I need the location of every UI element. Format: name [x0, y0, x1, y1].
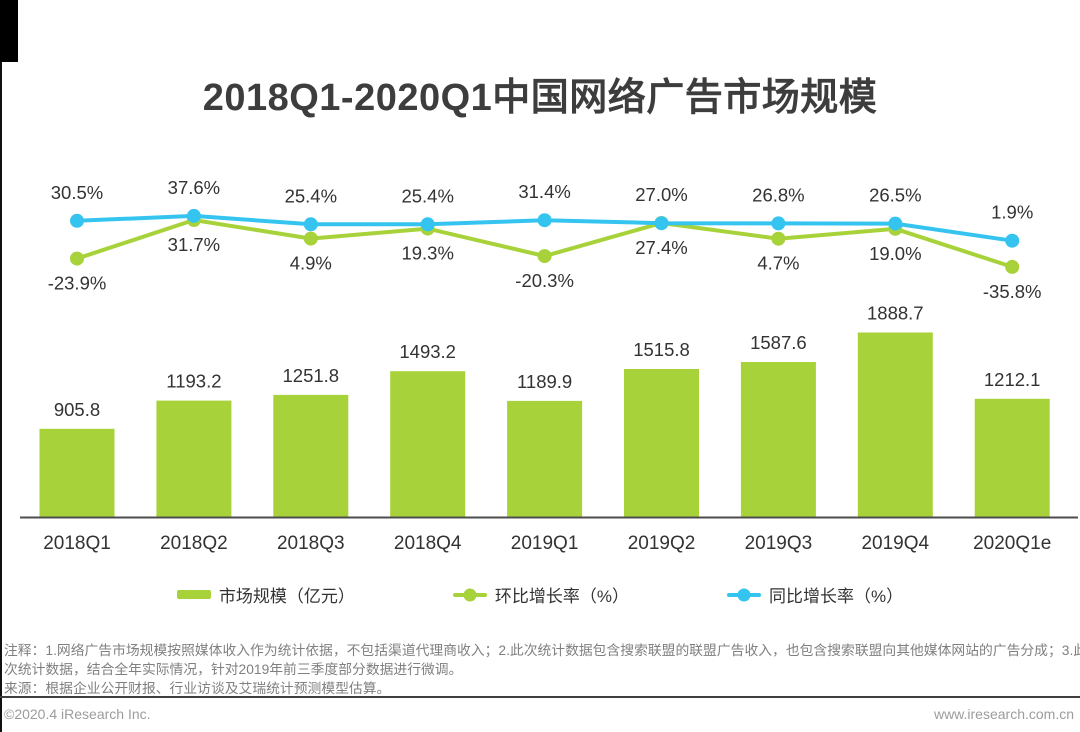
yoy-percent-label: 1.9%: [991, 202, 1033, 223]
bar: [507, 400, 583, 518]
x-axis-label: 2019Q1: [511, 533, 579, 554]
bar: [624, 369, 699, 518]
yoy-data-point-dot: [537, 213, 552, 228]
chart-title: 2018Q1-2020Q1中国网络广告市场规模: [202, 77, 878, 119]
qoq-percent-label: 31.7%: [168, 234, 220, 255]
x-axis-label: 2019Q2: [628, 533, 696, 554]
qoq-percent-label: 4.9%: [290, 253, 332, 274]
yoy-percent-label: 37.6%: [168, 177, 220, 198]
yoy-percent-label: 27.0%: [635, 184, 687, 205]
bar-swatch-icon: [176, 590, 211, 599]
qoq-percent-label: -35.8%: [983, 281, 1042, 302]
legend-item-market-size: 市场规模（亿元）: [176, 582, 355, 607]
yoy-data-point-dot: [70, 213, 84, 228]
bar-value-label: 1587.6: [750, 332, 807, 353]
qoq-line-marker-icon: [452, 588, 487, 601]
yoy-data-point-dot: [1005, 233, 1020, 248]
bar-value-label: 905.8: [54, 399, 100, 420]
bar: [273, 394, 349, 518]
qoq-data-point-dot: [1005, 259, 1020, 274]
legend-item-qoq-growth: 环比增长率（%）: [452, 582, 629, 607]
yoy-percent-label: 31.4%: [518, 181, 570, 202]
bar-value-label: 1515.8: [633, 339, 690, 360]
bar: [156, 400, 232, 518]
chart-legend: 市场规模（亿元） 环比增长率（%） 同比增长率（%）: [0, 582, 1080, 607]
bar: [390, 371, 466, 518]
bar-value-label: 1888.7: [867, 303, 924, 324]
qoq-percent-label: 27.4%: [635, 237, 687, 258]
yoy-percent-label: 30.5%: [51, 182, 103, 203]
yoy-data-point-dot: [771, 216, 786, 231]
qoq-percent-label: 19.3%: [401, 243, 453, 264]
legend-label-yoy-growth: 同比增长率（%）: [769, 587, 904, 606]
qoq-data-point-dot: [771, 231, 786, 246]
footer-bar: ©2020.4 iResearch Inc. www.iresearch.com…: [4, 706, 1074, 722]
legend-item-yoy-growth: 同比增长率（%）: [727, 582, 903, 607]
yoy-percent-label: 25.4%: [401, 185, 453, 206]
x-axis-label: 2019Q4: [861, 533, 929, 554]
yoy-dot-icon: [737, 588, 751, 601]
qoq-data-point-dot: [70, 251, 84, 266]
yoy-data-point-dot: [186, 208, 201, 223]
legend-label-market-size: 市场规模（亿元）: [218, 587, 355, 606]
yoy-percent-label: 26.8%: [752, 184, 804, 205]
yoy-line-marker-icon: [727, 588, 761, 601]
yoy-percent-label: 25.4%: [285, 185, 337, 206]
qoq-dot-icon: [463, 588, 477, 601]
x-axis-label: 2018Q2: [160, 533, 228, 554]
x-axis-label: 2018Q3: [277, 533, 345, 554]
bar-value-label: 1251.8: [283, 365, 340, 386]
website-text: www.iresearch.com.cn: [933, 706, 1074, 722]
qoq-percent-label: -20.3%: [515, 270, 574, 291]
qoq-data-point-dot: [537, 249, 552, 264]
qoq-percent-label: 4.7%: [757, 253, 799, 274]
source-line: 来源：根据企业公开财报、行业访谈及艾瑞统计预测模型估算。: [4, 681, 391, 696]
left-edge-line: [0, 62, 2, 732]
yoy-data-point-dot: [888, 216, 903, 231]
copyright-text: ©2020.4 iResearch Inc.: [4, 706, 151, 722]
yoy-data-point-dot: [654, 216, 669, 231]
x-axis-label: 2020Q1e: [973, 533, 1051, 554]
bar-value-label: 1189.9: [517, 371, 572, 392]
bar-value-label: 1193.2: [166, 371, 221, 392]
x-axis-label: 2019Q3: [745, 533, 813, 554]
qoq-percent-label: -23.9%: [48, 273, 107, 294]
note-line-1: 注释：1.网络广告市场规模按照媒体收入作为统计依据，不包括渠道代理商收入；2.此…: [4, 643, 1080, 658]
bar: [974, 398, 1050, 518]
bar-value-label: 1212.1: [984, 369, 1041, 390]
brand-corner-block: [0, 0, 18, 62]
footer-divider: [0, 696, 1080, 698]
bar: [740, 362, 816, 518]
qoq-data-point-dot: [303, 231, 318, 246]
legend-label-qoq-growth: 环比增长率（%）: [494, 587, 629, 606]
qoq-percent-label: 19.0%: [869, 243, 921, 264]
bar-value-label: 1493.2: [399, 341, 456, 362]
yoy-data-point-dot: [420, 217, 435, 232]
yoy-data-point-dot: [303, 217, 318, 232]
bar: [857, 332, 933, 518]
bar: [39, 428, 115, 518]
note-line-2: 次统计数据，结合全年实际情况，针对2019年前三季度部分数据进行微调。: [4, 662, 463, 677]
combo-chart: 905.8 1193.2 1251.8 1493.2 1189.9 1515.8 1587.…: [20, 177, 1078, 554]
yoy-percent-label: 26.5%: [869, 185, 921, 206]
footnotes: 注释：1.网络广告市场规模按照媒体收入作为统计依据，不包括渠道代理商收入；2.此…: [4, 641, 1080, 698]
x-axis-label: 2018Q4: [394, 533, 462, 554]
x-axis-label: 2018Q1: [43, 533, 111, 554]
